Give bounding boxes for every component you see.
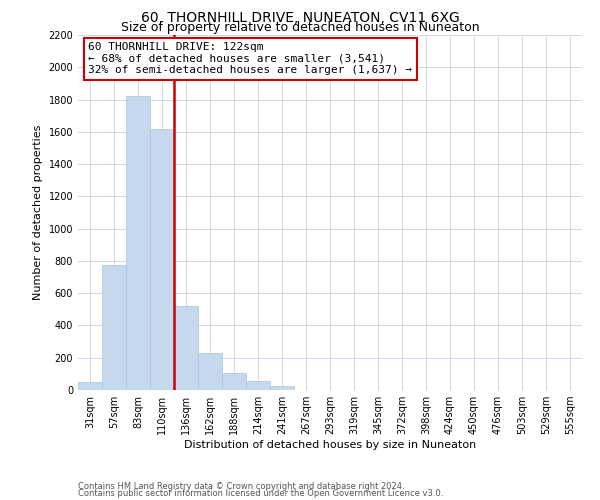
Bar	[270, 386, 294, 390]
Bar	[222, 372, 246, 390]
Bar	[246, 381, 270, 390]
Text: 60, THORNHILL DRIVE, NUNEATON, CV11 6XG: 60, THORNHILL DRIVE, NUNEATON, CV11 6XG	[140, 11, 460, 25]
Bar	[102, 265, 126, 390]
Bar	[126, 96, 150, 390]
Bar	[150, 130, 174, 390]
Text: 60 THORNHILL DRIVE: 122sqm
← 68% of detached houses are smaller (3,541)
32% of s: 60 THORNHILL DRIVE: 122sqm ← 68% of deta…	[88, 42, 412, 76]
Y-axis label: Number of detached properties: Number of detached properties	[33, 125, 43, 300]
Text: Size of property relative to detached houses in Nuneaton: Size of property relative to detached ho…	[121, 21, 479, 34]
Bar	[198, 353, 222, 390]
Bar	[78, 382, 102, 390]
Text: Contains HM Land Registry data © Crown copyright and database right 2024.: Contains HM Land Registry data © Crown c…	[78, 482, 404, 491]
Bar	[174, 306, 198, 390]
Text: Contains public sector information licensed under the Open Government Licence v3: Contains public sector information licen…	[78, 489, 443, 498]
X-axis label: Distribution of detached houses by size in Nuneaton: Distribution of detached houses by size …	[184, 440, 476, 450]
